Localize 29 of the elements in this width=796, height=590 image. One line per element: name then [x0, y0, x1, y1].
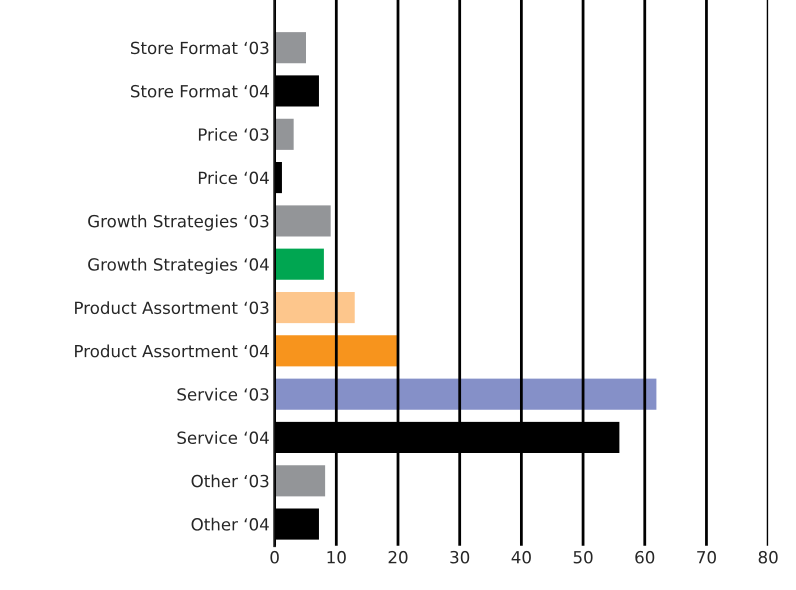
x-tick-label: 30: [450, 550, 470, 564]
bar: [274, 204, 332, 238]
bar: [274, 377, 658, 412]
x-tick-label: 50: [574, 550, 593, 564]
x-tick-label: 80: [758, 550, 778, 564]
y-tick-label: Product Assortment ‘03: [75, 301, 268, 314]
x-tick-label: 10: [328, 550, 346, 564]
bar: [274, 290, 356, 324]
y-tick-label: Growth Strategies ‘04: [88, 258, 269, 274]
y-tick-label: Service ‘03: [177, 388, 268, 401]
bar: [274, 334, 399, 368]
y-tick-label: Price ‘03: [198, 128, 268, 141]
bar: [274, 464, 327, 498]
bar: [274, 247, 326, 282]
y-tick-label: Other ‘03: [192, 474, 268, 488]
y-tick-label: Store Format ‘03: [130, 42, 268, 54]
x-tick-label: 20: [388, 550, 408, 564]
y-tick-label: Other ‘04: [192, 518, 269, 531]
bar: [274, 117, 296, 152]
y-tick-label: Product Assortment ‘04: [75, 344, 269, 358]
x-tick-label: 40: [512, 550, 531, 564]
x-tick-label: 70: [697, 550, 716, 564]
x-tick-label: 0: [270, 550, 279, 564]
bar: [274, 30, 308, 65]
y-tick-label: Price ‘04: [198, 171, 269, 184]
y-tick-label: Growth Strategies ‘03: [88, 214, 268, 231]
y-tick-label: Service ‘04: [177, 431, 269, 444]
x-tick-label: 60: [635, 550, 654, 564]
y-tick-label: Store Format ‘04: [130, 84, 269, 98]
